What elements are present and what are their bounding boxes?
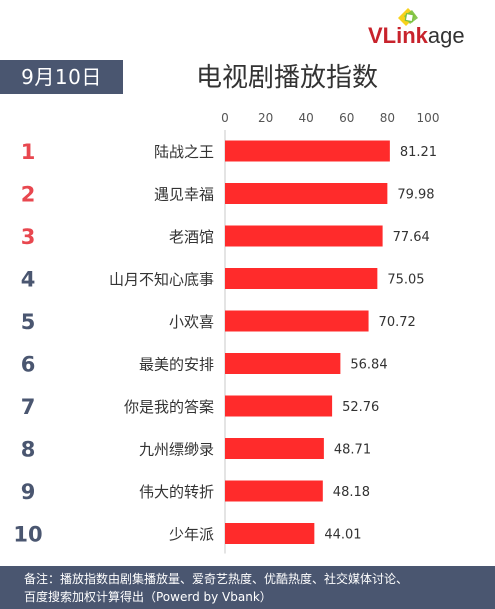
bar bbox=[225, 310, 369, 332]
value-label: 81.21 bbox=[400, 145, 437, 160]
category-label: 最美的安排 bbox=[139, 356, 214, 374]
footer-line-2: 百度搜索加权计算得出（Powerd by Vbank） bbox=[24, 590, 272, 604]
rank-number: 10 bbox=[13, 523, 42, 547]
rank-number: 1 bbox=[21, 140, 36, 164]
bar bbox=[225, 268, 378, 289]
rank-number: 2 bbox=[21, 183, 36, 207]
rank-number: 6 bbox=[21, 353, 36, 377]
rank-number: 5 bbox=[21, 310, 36, 334]
vlinkage-logo: VLinkage bbox=[360, 6, 488, 50]
bar bbox=[225, 140, 390, 162]
x-tick-label: 60 bbox=[339, 111, 354, 125]
rank-number: 8 bbox=[21, 438, 36, 462]
value-label: 48.71 bbox=[334, 443, 371, 458]
rank-number: 9 bbox=[21, 480, 36, 504]
value-label: 48.18 bbox=[333, 485, 370, 500]
x-tick-label: 40 bbox=[299, 111, 314, 125]
value-label: 75.05 bbox=[387, 273, 424, 288]
x-tick-label: 20 bbox=[258, 111, 273, 125]
value-label: 70.72 bbox=[379, 315, 416, 330]
category-label: 老酒馆 bbox=[169, 228, 214, 246]
x-tick-label: 80 bbox=[380, 111, 395, 125]
category-label: 陆战之王 bbox=[154, 143, 214, 161]
bar bbox=[225, 480, 323, 502]
bar bbox=[225, 438, 324, 459]
category-label: 伟大的转折 bbox=[139, 483, 214, 501]
chart-title: 电视剧播放指数 bbox=[196, 63, 379, 93]
bar bbox=[225, 183, 388, 204]
bar-chart: 0 20 40 60 80 100 1 陆战之王 81.21 2 遇见幸福 79.98 3 老酒馆 77.6… bbox=[13, 111, 440, 554]
value-label: 56.84 bbox=[350, 358, 387, 373]
category-label: 你是我的答案 bbox=[124, 398, 214, 416]
bar bbox=[225, 395, 333, 417]
category-label: 山月不知心底事 bbox=[109, 271, 214, 289]
footer-line-1: 备注：播放指数由剧集播放量、爱奇艺热度、优酷热度、社交媒体讨论、 bbox=[24, 572, 409, 586]
bar bbox=[225, 225, 383, 247]
value-label: 52.76 bbox=[342, 400, 379, 415]
bar bbox=[225, 523, 315, 544]
bar bbox=[225, 353, 341, 374]
value-label: 77.64 bbox=[393, 230, 430, 245]
rank-number: 3 bbox=[21, 225, 36, 249]
footer-note: 备注：播放指数由剧集播放量、爱奇艺热度、优酷热度、社交媒体讨论、 百度搜索加权计… bbox=[0, 566, 495, 609]
category-label: 少年派 bbox=[169, 526, 214, 544]
value-label: 44.01 bbox=[324, 528, 361, 543]
x-tick-label: 0 bbox=[221, 111, 229, 125]
x-tick-label: 100 bbox=[417, 111, 440, 125]
logo-text: VLinkage bbox=[368, 23, 465, 48]
rank-number: 7 bbox=[21, 395, 36, 419]
value-label: 79.98 bbox=[397, 188, 434, 203]
category-label: 小欢喜 bbox=[169, 313, 214, 331]
logo-mark-icon bbox=[398, 8, 418, 26]
category-label: 九州缥缈录 bbox=[139, 441, 214, 459]
date-badge: 9月10日 bbox=[0, 60, 123, 94]
category-label: 遇见幸福 bbox=[154, 186, 214, 204]
rank-number: 4 bbox=[21, 268, 36, 292]
